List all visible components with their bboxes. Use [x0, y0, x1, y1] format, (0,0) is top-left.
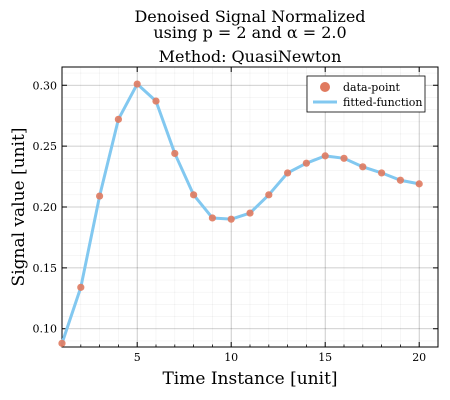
data-point-marker [208, 214, 216, 222]
data-point-marker [284, 169, 292, 177]
data-point-marker [340, 154, 348, 162]
y-tick-label: 0.15 [33, 262, 58, 275]
y-tick-label: 0.25 [33, 140, 58, 153]
axis-ticks: 5 10 15 20 0.10 0.15 0.20 0.25 0.30 [33, 67, 439, 364]
title-line-3: Method: QuasiNewton [159, 47, 342, 66]
data-point-marker [133, 80, 141, 88]
data-point-marker [302, 159, 310, 167]
data-point-marker [378, 169, 386, 177]
data-point-marker [321, 152, 329, 160]
data-point-marker [246, 209, 254, 217]
title-line-2: using p = 2 and α = 2.0 [153, 23, 346, 42]
data-point-marker [359, 163, 367, 171]
y-tick-label: 0.20 [33, 201, 58, 214]
data-point-marker [77, 283, 85, 291]
major-grid [62, 67, 438, 347]
data-point-marker [415, 180, 423, 188]
data-point-marker [171, 149, 179, 158]
series-layer [58, 80, 423, 347]
x-axis-label: Time Instance [unit] [162, 369, 337, 389]
legend-marker-data-point [320, 82, 330, 92]
legend-label-data-point: data-point [343, 81, 401, 94]
x-tick-label: 15 [318, 351, 332, 364]
x-tick-label: 10 [224, 351, 238, 364]
y-tick-label: 0.30 [33, 79, 58, 92]
data-point-marker [114, 115, 122, 123]
data-point-marker [190, 191, 198, 199]
x-tick-label: 20 [412, 351, 426, 364]
y-tick-label: 0.10 [33, 323, 58, 336]
y-axis-label: Signal value [unit] [9, 128, 29, 287]
legend-box [306, 75, 426, 113]
legend-label-fitted-function: fitted-function [343, 96, 423, 109]
legend: data-point fitted-function [306, 75, 426, 113]
data-point-marker [152, 97, 160, 105]
data-point-marker [265, 191, 273, 199]
data-point-marker [96, 192, 104, 200]
data-point-marker [396, 176, 404, 184]
data-point-marker [58, 339, 66, 347]
title-line-1: Denoised Signal Normalized [134, 7, 365, 26]
data-point-marker [227, 215, 235, 223]
x-tick-label: 5 [134, 351, 141, 364]
